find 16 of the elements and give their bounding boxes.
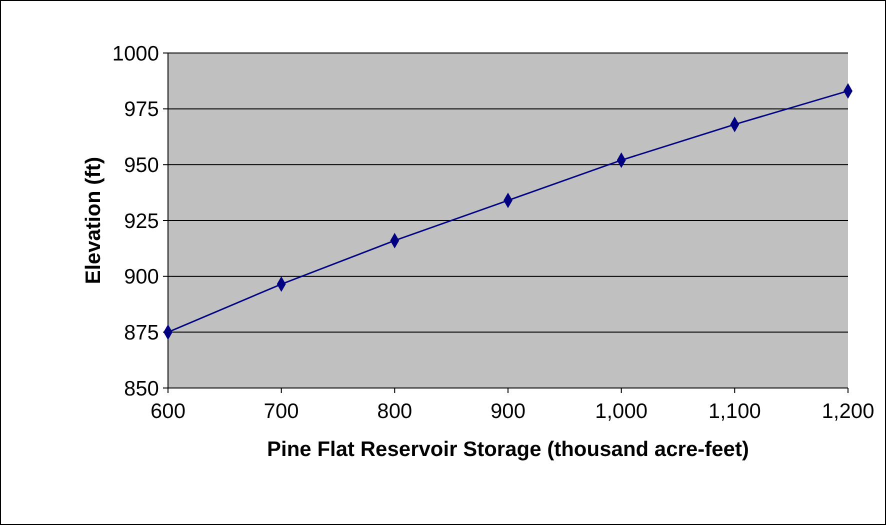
x-tick-label: 700 xyxy=(264,400,299,423)
y-tick-label: 975 xyxy=(124,98,159,122)
y-tick-label: 925 xyxy=(124,210,159,233)
x-tick-label: 600 xyxy=(150,400,186,423)
x-tick-label: 1,000 xyxy=(595,400,648,423)
y-tick-label: 875 xyxy=(124,322,159,345)
x-tick-label: 800 xyxy=(377,400,412,423)
y-tick-label: 850 xyxy=(124,377,159,400)
y-tick-label: 900 xyxy=(124,266,159,289)
x-axis-title: Pine Flat Reservoir Storage (thousand acre-feet) xyxy=(267,438,749,461)
x-tick-label: 900 xyxy=(490,400,526,423)
x-tick-label: 1,200 xyxy=(822,400,874,423)
y-tick-label: 1000 xyxy=(112,42,159,66)
x-tick-label: 1,100 xyxy=(708,400,761,423)
y-axis-title: Elevation (ft) xyxy=(82,156,105,284)
y-tick-label: 950 xyxy=(124,154,159,178)
